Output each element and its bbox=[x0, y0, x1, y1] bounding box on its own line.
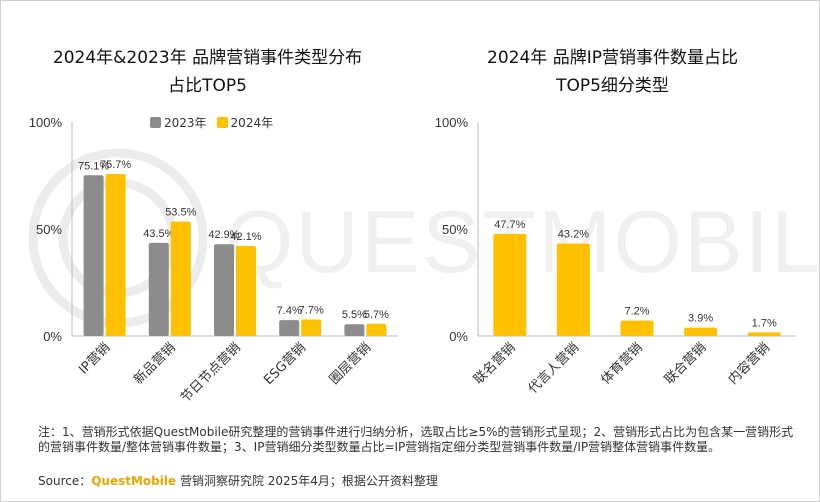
right-data-label: 43.2% bbox=[558, 229, 589, 241]
left-bar bbox=[301, 319, 322, 336]
left-category-label: 圈层营销 bbox=[327, 340, 374, 387]
source-line: Source：QuestMobile 营销洞察研究院 2025年4月；根据公开资… bbox=[38, 472, 438, 489]
left-bar bbox=[83, 175, 104, 336]
footnote: 注：1、营销形式依据QuestMobile研究整理的营销事件进行归纳分析，选取占… bbox=[38, 425, 794, 454]
right-bar bbox=[493, 233, 527, 336]
right-chart-title-line1: 2024年 品牌IP营销事件数量占比 bbox=[487, 48, 738, 68]
source-suffix: 营销洞察研究院 2025年4月；根据公开资料整理 bbox=[176, 474, 438, 488]
legend-label-2023: 2023年 bbox=[164, 116, 207, 130]
right-category-label: 内容营销 bbox=[725, 340, 773, 388]
left-y-tick-label: 0% bbox=[43, 329, 62, 344]
left-data-label: 42.1% bbox=[230, 231, 261, 243]
legend-item-2024: 2024年 bbox=[216, 114, 274, 131]
right-category-label: 联合营销 bbox=[662, 340, 709, 387]
right-bar bbox=[556, 243, 590, 336]
legend-label-2024: 2024年 bbox=[230, 116, 274, 130]
left-bar bbox=[236, 245, 256, 336]
left-category-label: 节日节点营销 bbox=[178, 340, 244, 406]
legend-swatch-2024 bbox=[216, 117, 228, 128]
left-category-label: 新品营销 bbox=[131, 340, 179, 388]
right-category-label: 联名营销 bbox=[471, 340, 519, 388]
left-bar bbox=[148, 242, 169, 336]
left-bar bbox=[214, 244, 234, 336]
left-category-label: ESG营销 bbox=[261, 340, 309, 388]
left-data-label: 5.7% bbox=[364, 309, 389, 321]
left-y-tick-label: 50% bbox=[36, 222, 62, 237]
source-brand: QuestMobile bbox=[91, 474, 177, 488]
right-y-tick-label: 50% bbox=[442, 222, 468, 237]
legend-swatch-2023 bbox=[150, 117, 161, 128]
left-data-label: 75.1% bbox=[78, 160, 109, 172]
right-category-label: 体育营销 bbox=[598, 340, 646, 388]
right-data-label: 47.7% bbox=[494, 219, 525, 231]
left-data-label: 42.9% bbox=[208, 229, 239, 241]
left-data-label: 43.5% bbox=[143, 228, 174, 240]
left-chart-legend: 2023年 2024年 bbox=[150, 114, 279, 131]
right-category-label: 代言人营销 bbox=[526, 340, 583, 397]
left-bar bbox=[170, 221, 191, 336]
left-data-label: 53.5% bbox=[165, 207, 196, 219]
right-data-label: 3.9% bbox=[688, 313, 713, 325]
source-prefix: Source： bbox=[38, 474, 92, 488]
right-bar bbox=[684, 327, 718, 336]
right-bar bbox=[620, 320, 654, 336]
left-bar bbox=[279, 320, 300, 336]
right-data-label: 7.2% bbox=[624, 306, 649, 318]
right-data-label: 1.7% bbox=[752, 317, 777, 329]
left-data-label: 75.7% bbox=[100, 159, 131, 171]
left-data-label: 7.7% bbox=[299, 305, 324, 317]
left-chart-title-line2: 占比TOP5 bbox=[168, 76, 247, 96]
left-bar bbox=[105, 174, 126, 336]
right-bar bbox=[747, 332, 781, 336]
right-chart-title-line2: TOP5细分类型 bbox=[556, 76, 669, 96]
left-data-label: 5.5% bbox=[342, 309, 367, 321]
left-data-label: 7.4% bbox=[277, 305, 302, 317]
left-category-label: IP营销 bbox=[76, 340, 113, 377]
right-y-tick-label: 100% bbox=[435, 115, 469, 130]
left-chart-title-line1: 2024年&2023年 品牌营销事件类型分布 bbox=[52, 48, 363, 68]
legend-item-2023: 2023年 bbox=[150, 114, 207, 131]
left-y-tick-label: 100% bbox=[29, 115, 63, 130]
left-bar bbox=[344, 324, 365, 336]
left-bar bbox=[366, 323, 387, 336]
right-y-tick-label: 0% bbox=[449, 329, 468, 344]
